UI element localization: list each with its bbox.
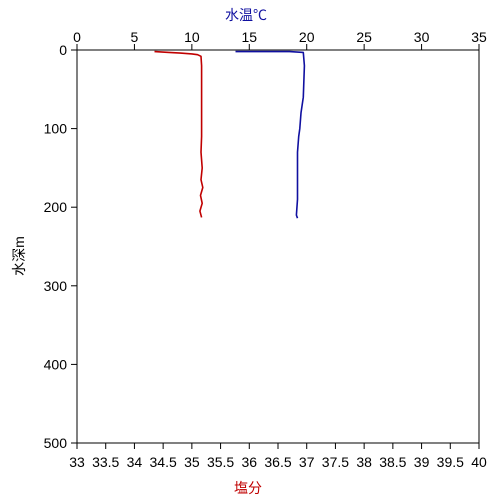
bottom-tick-label: 37.5 xyxy=(322,454,349,470)
series-layer xyxy=(154,50,306,219)
top-tick-label: 25 xyxy=(356,29,372,45)
salinity-profile-line xyxy=(154,50,204,218)
bottom-tick-label: 35.5 xyxy=(207,454,234,470)
bottom-tick-label: 33 xyxy=(69,454,85,470)
bottom-tick-label: 36.5 xyxy=(264,454,291,470)
y-tick-label: 300 xyxy=(44,278,68,294)
bottom-tick-label: 34 xyxy=(127,454,143,470)
y-axis-title: 水深m xyxy=(11,236,27,276)
bottom-tick-label: 36 xyxy=(241,454,257,470)
y-tick-label: 200 xyxy=(44,199,68,215)
temperature-profile-line xyxy=(235,50,306,219)
top-tick-label: 0 xyxy=(73,29,81,45)
top-tick-label: 15 xyxy=(241,29,257,45)
top-tick-label: 30 xyxy=(414,29,430,45)
bottom-axis-title: 塩分 xyxy=(234,480,262,496)
top-tick-label: 10 xyxy=(184,29,200,45)
plot-frame xyxy=(76,49,480,444)
top-tick-label: 35 xyxy=(471,29,487,45)
y-axis-ticks: 0 100 200 300 400 500 xyxy=(44,42,77,451)
y-tick-label: 500 xyxy=(44,435,68,451)
y-tick-label: 100 xyxy=(44,121,68,137)
bottom-tick-label: 40 xyxy=(471,454,487,470)
top-axis-title: 水温℃ xyxy=(225,7,267,23)
bottom-tick-label: 39 xyxy=(414,454,430,470)
bottom-tick-label: 34.5 xyxy=(150,454,177,470)
top-tick-label: 5 xyxy=(131,29,139,45)
top-axis-ticks: 0 5 10 15 20 25 30 35 xyxy=(73,29,487,50)
bottom-tick-label: 33.5 xyxy=(92,454,119,470)
top-tick-label: 20 xyxy=(299,29,315,45)
bottom-tick-label: 38 xyxy=(356,454,372,470)
bottom-tick-label: 37 xyxy=(299,454,315,470)
bottom-tick-label: 38.5 xyxy=(379,454,406,470)
y-tick-label: 0 xyxy=(59,42,67,58)
bottom-tick-label: 39.5 xyxy=(437,454,464,470)
y-tick-label: 400 xyxy=(44,356,68,372)
bottom-axis-ticks: 33 33.5 34 34.5 35 35.5 36 36.5 37 37.5 38 38.5 39 39… xyxy=(69,443,487,470)
bottom-tick-label: 35 xyxy=(184,454,200,470)
